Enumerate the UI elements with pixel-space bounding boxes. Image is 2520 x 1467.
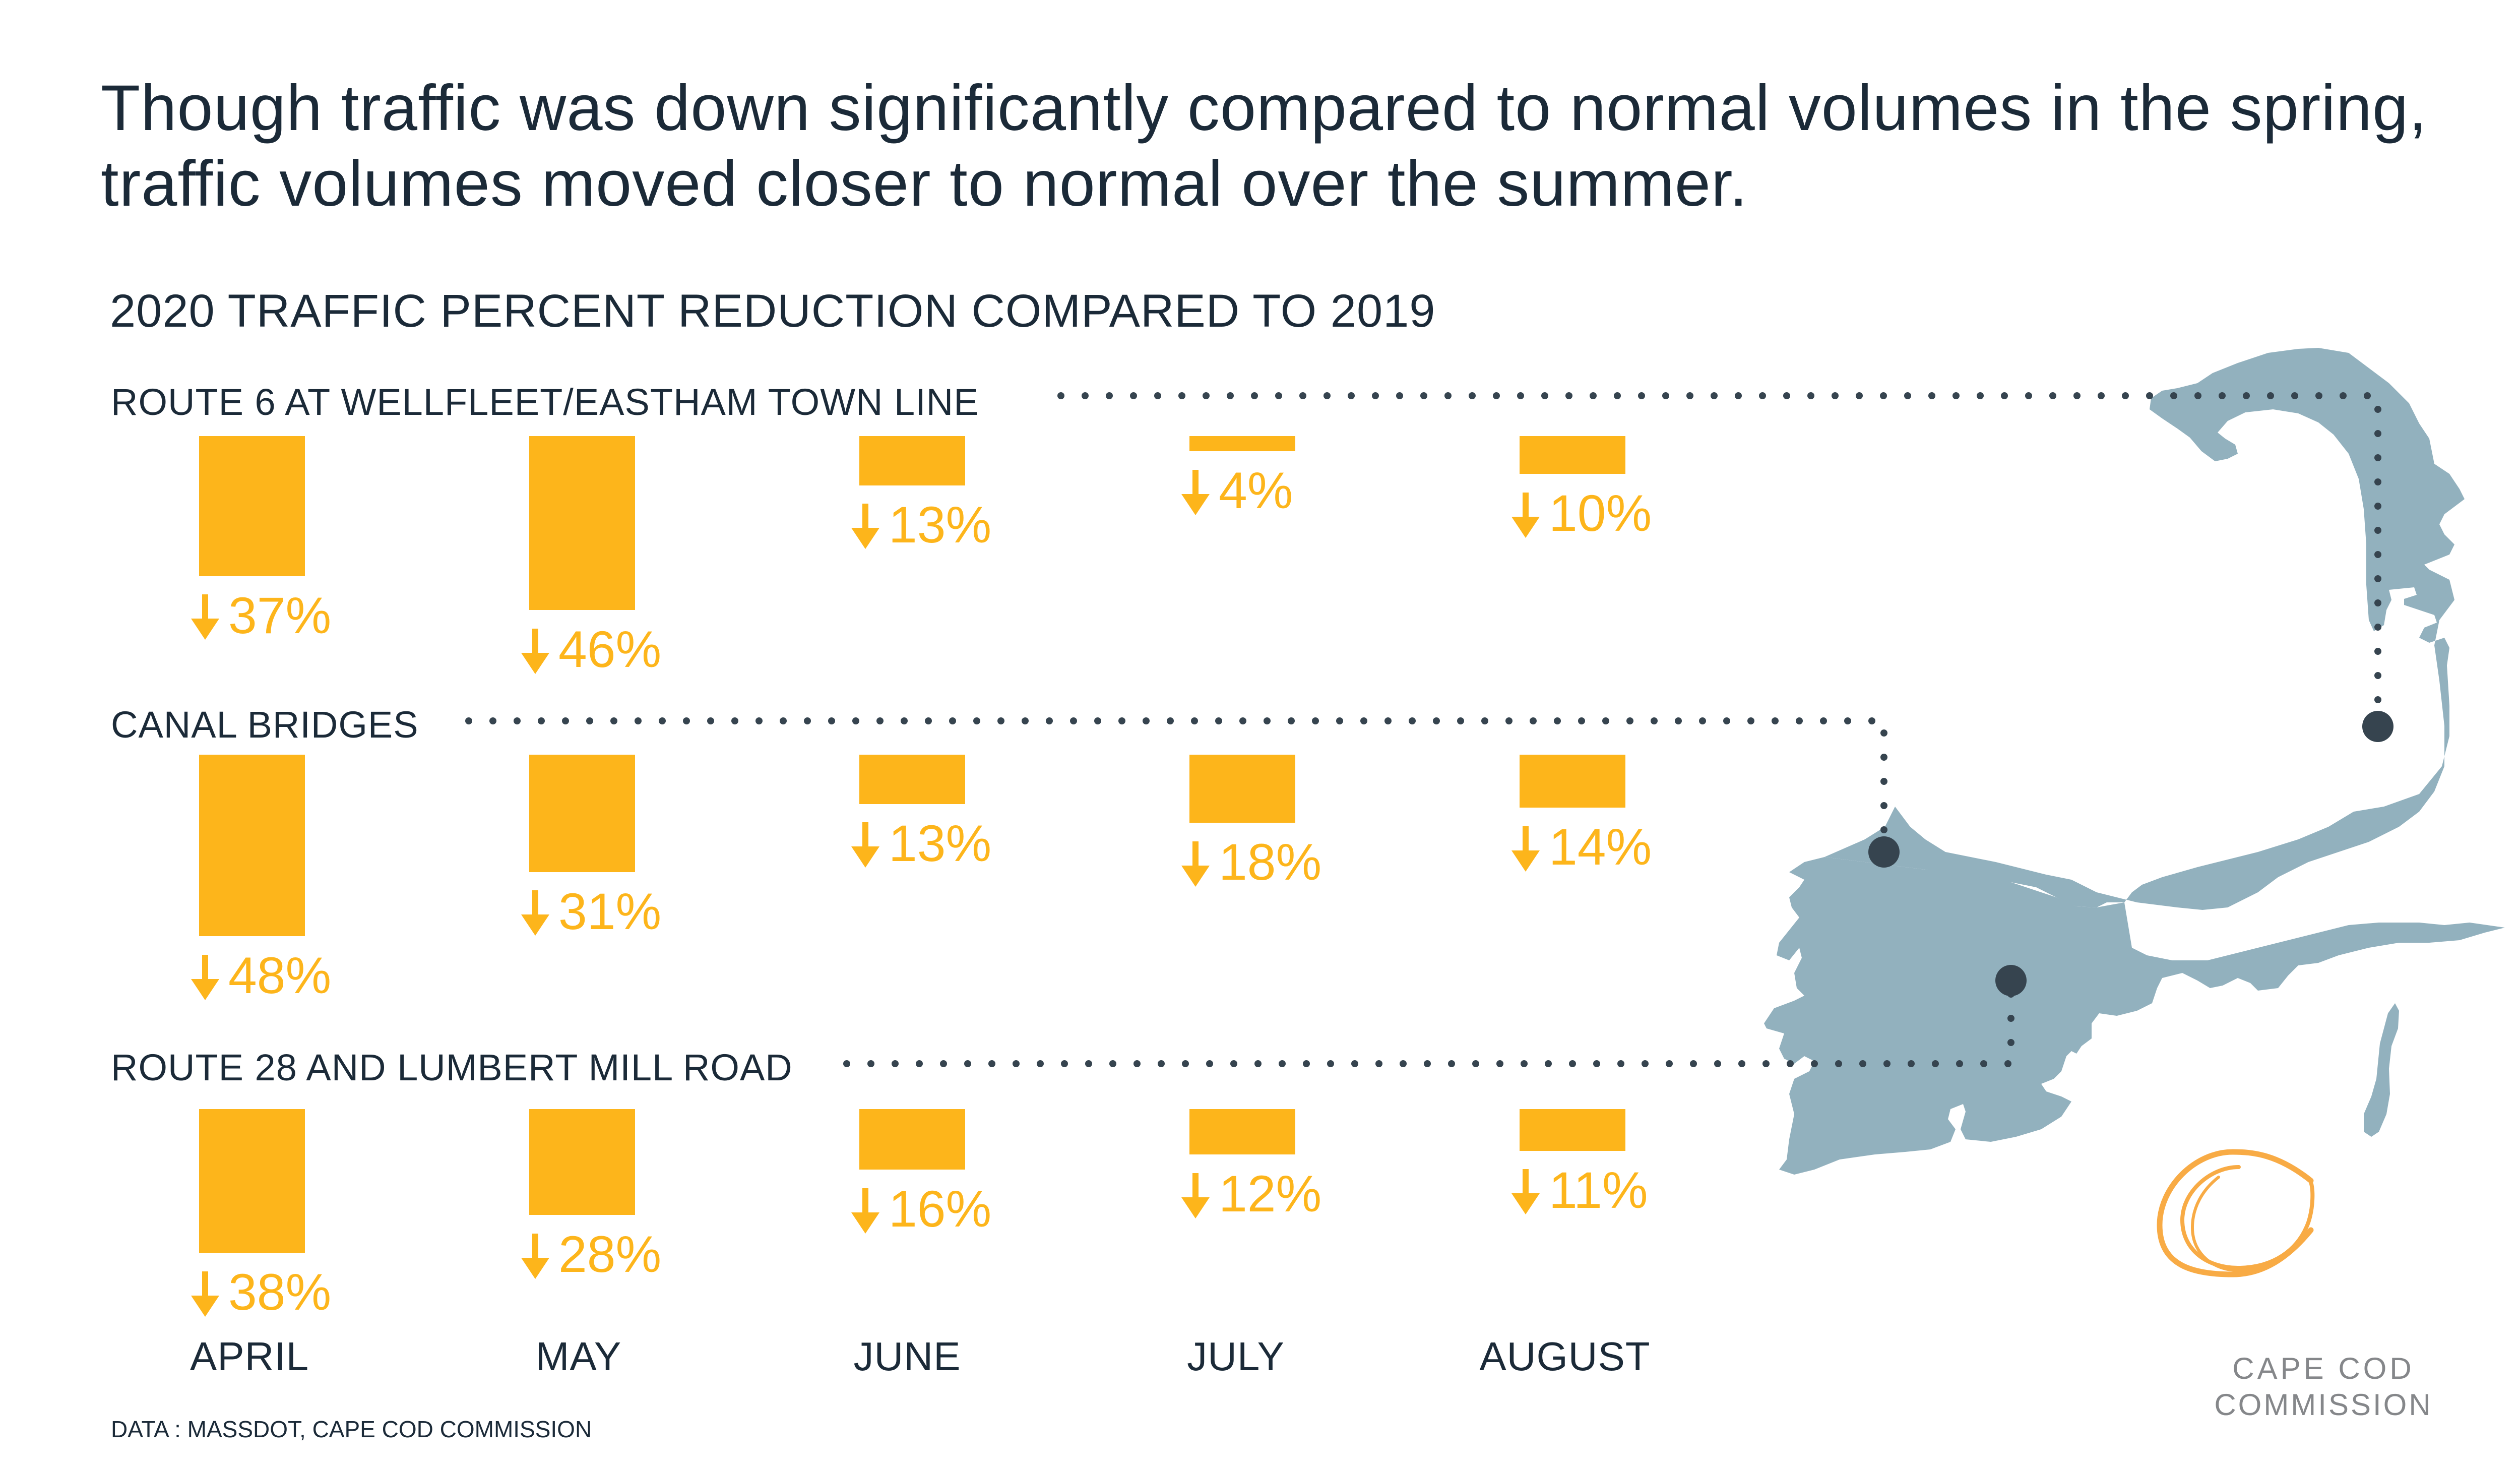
value-text: 12% — [1219, 1165, 1322, 1222]
value-label-0-june: 13% — [849, 496, 991, 555]
bar-2-august — [1520, 1109, 1625, 1151]
marker-canal-bridges — [1868, 836, 1900, 868]
month-label-july: JULY — [1187, 1334, 1285, 1379]
month-label-june: JUNE — [853, 1334, 961, 1379]
route-label-2: ROUTE 28 AND LUMBERT MILL ROAD — [111, 1047, 793, 1088]
bar-1-july — [1189, 755, 1295, 823]
value-text: 13% — [889, 496, 992, 554]
logo-text-line1: CAPE COD — [2232, 1352, 2415, 1385]
value-label-2-august: 11% — [1509, 1161, 1648, 1220]
arrow-down-icon — [1509, 825, 1542, 872]
bar-0-july — [1189, 436, 1295, 451]
value-text: 4% — [1219, 462, 1293, 519]
route-label-1: CANAL BRIDGES — [111, 704, 419, 746]
cape-cod-map — [1824, 348, 2465, 910]
value-label-1-may: 31% — [519, 882, 661, 941]
cape-cod-commission-logo — [2157, 1149, 2315, 1277]
value-text: 37% — [228, 586, 332, 644]
marker-route-6 — [2362, 711, 2393, 742]
arrow-down-icon — [189, 953, 221, 1000]
value-text: 16% — [889, 1180, 992, 1238]
value-text: 46% — [558, 621, 662, 678]
value-label-0-april: 37% — [189, 586, 331, 645]
value-label-1-july: 18% — [1179, 833, 1321, 892]
arrow-down-icon — [1179, 1172, 1212, 1218]
value-text: 31% — [558, 882, 662, 940]
value-text: 48% — [228, 947, 332, 1004]
arrow-down-icon — [519, 889, 551, 936]
value-text: 11% — [1549, 1161, 1648, 1219]
data-source: DATA : MASSDOT, CAPE COD COMMISSION — [111, 1416, 592, 1442]
bar-0-may — [529, 436, 635, 610]
month-label-may: MAY — [535, 1334, 622, 1379]
bar-2-may — [529, 1109, 635, 1215]
value-text: 14% — [1549, 818, 1652, 876]
logo-text-line2: COMMISSION — [2214, 1388, 2433, 1422]
month-label-april: APRIL — [190, 1334, 309, 1379]
chart-title: 2020 TRAFFIC PERCENT REDUCTION COMPARED … — [110, 285, 1436, 337]
value-label-0-may: 46% — [519, 620, 661, 679]
value-label-2-july: 12% — [1179, 1165, 1321, 1224]
value-text: 38% — [228, 1263, 332, 1321]
value-label-2-june: 16% — [849, 1180, 991, 1239]
bar-2-june — [859, 1109, 965, 1170]
marker-route-28 — [1995, 965, 2027, 996]
value-label-1-june: 13% — [849, 814, 991, 873]
bar-2-april — [199, 1109, 305, 1253]
bar-0-june — [859, 436, 965, 485]
value-text: 13% — [889, 814, 992, 872]
value-label-1-august: 14% — [1509, 818, 1652, 877]
bar-0-august — [1520, 436, 1625, 474]
connector-canal-bridges — [465, 717, 1887, 850]
bar-0-april — [199, 436, 305, 576]
arrow-down-icon — [189, 593, 221, 640]
bar-1-may — [529, 755, 635, 872]
arrow-down-icon — [849, 502, 881, 549]
value-label-1-april: 48% — [189, 946, 331, 1005]
bar-1-april — [199, 755, 305, 936]
value-label-2-april: 38% — [189, 1263, 331, 1322]
arrow-down-icon — [1509, 1168, 1542, 1214]
route-label-0: ROUTE 6 AT WELLFLEET/EASTHAM TOWN LINE — [111, 381, 979, 423]
connector-route-28 — [843, 969, 2014, 1067]
arrow-down-icon — [519, 1232, 551, 1279]
headline: Though traffic was down significantly co… — [101, 72, 2427, 220]
bar-2-july — [1189, 1109, 1295, 1154]
value-label-0-august: 10% — [1509, 484, 1652, 543]
arrow-down-icon — [849, 1187, 881, 1234]
arrow-down-icon — [519, 627, 551, 674]
month-label-august: AUGUST — [1479, 1334, 1651, 1379]
value-label-2-may: 28% — [519, 1225, 661, 1284]
value-text: 10% — [1549, 484, 1652, 542]
value-label-0-july: 4% — [1179, 461, 1293, 520]
arrow-down-icon — [1509, 491, 1542, 538]
bar-1-august — [1520, 755, 1625, 808]
connector-route-6 — [1057, 392, 2381, 729]
arrow-down-icon — [849, 821, 881, 868]
value-text: 18% — [1219, 833, 1322, 891]
arrow-down-icon — [1179, 468, 1212, 515]
arrow-down-icon — [1179, 840, 1212, 887]
arrow-down-icon — [189, 1270, 221, 1317]
value-text: 28% — [558, 1226, 662, 1283]
bar-1-june — [859, 755, 965, 804]
